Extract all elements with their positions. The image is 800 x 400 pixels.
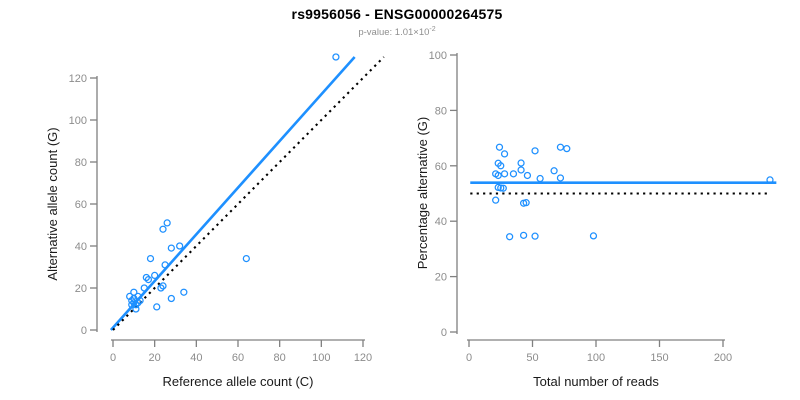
data-point <box>556 143 565 151</box>
data-point <box>130 299 138 307</box>
data-point <box>176 242 184 250</box>
data-point <box>128 301 136 309</box>
data-point <box>519 231 528 239</box>
data-point <box>126 292 134 301</box>
data-point <box>589 232 598 240</box>
data-point <box>130 294 138 303</box>
data-point <box>167 244 175 252</box>
data-point <box>523 171 532 180</box>
data-point <box>180 288 188 296</box>
x-axis-tick-label: 0 <box>110 352 116 364</box>
data-point <box>153 303 161 311</box>
data-point <box>499 184 507 192</box>
data-point <box>517 166 525 174</box>
data-point <box>497 184 505 192</box>
y-axis-tick-label: 40 <box>435 216 447 228</box>
y-axis-tick-label: 120 <box>69 73 87 85</box>
data-point <box>519 199 528 207</box>
data-point <box>136 296 144 305</box>
x-axis-tick-label: 200 <box>714 352 732 364</box>
data-point <box>132 305 140 313</box>
data-point <box>550 167 558 175</box>
y-axis-tick-label: 80 <box>75 157 87 169</box>
data-point <box>142 273 150 282</box>
data-point <box>536 174 544 183</box>
data-point <box>332 53 340 61</box>
y-axis-tick-label: 20 <box>435 272 447 284</box>
data-point <box>132 301 140 309</box>
x-axis-tick-label: 50 <box>526 352 538 364</box>
data-point <box>556 174 565 182</box>
data-point <box>509 170 518 178</box>
y-axis-tick-label: 100 <box>69 115 87 127</box>
data-point <box>159 225 167 233</box>
regression-line <box>109 56 356 331</box>
data-point <box>531 147 539 155</box>
identity-line <box>112 56 385 331</box>
data-point <box>140 284 148 292</box>
data-point <box>157 284 165 292</box>
panel-right: 0 50 100 150 200 0 20 40 60 80 100 Total number of … <box>415 50 777 389</box>
data-point <box>146 254 155 263</box>
y-axis-tick-label: 100 <box>429 50 447 62</box>
data-point <box>492 170 500 178</box>
x-axis-title: Total number of reads <box>533 374 659 389</box>
data-point <box>517 159 525 167</box>
data-point <box>163 219 171 227</box>
data-point <box>531 232 539 240</box>
x-axis-tick-label: 100 <box>312 352 330 364</box>
data-point <box>144 275 153 284</box>
data-point <box>766 176 774 184</box>
figure-subtitle: p-value: 1.01×10-2 <box>0 25 794 38</box>
data-point <box>506 233 514 241</box>
y-axis-tick-label: 60 <box>75 199 87 211</box>
data-point <box>500 150 509 158</box>
y-axis-title: Alternative allele count (G) <box>45 127 60 280</box>
x-axis-tick-label: 40 <box>190 352 202 364</box>
data-point <box>494 159 502 167</box>
x-axis-tick-label: 0 <box>466 352 472 364</box>
pvalue-exponent: -2 <box>429 25 436 33</box>
data-point <box>492 196 500 204</box>
data-point <box>151 271 159 280</box>
y-axis-title: Percentage alternative (G) <box>415 117 430 269</box>
data-point <box>159 282 167 290</box>
pvalue-text: p-value: 1.01×10 <box>358 27 430 38</box>
y-axis-tick-label: 60 <box>435 161 447 173</box>
panel-left: 0 20 40 60 80 100 120 0 20 40 60 80 100 120 Reference … <box>45 53 385 389</box>
y-axis-tick-label: 20 <box>75 283 87 295</box>
x-axis-tick-label: 120 <box>354 352 372 364</box>
y-axis-tick-label: 0 <box>81 325 87 337</box>
x-axis-tick-label: 150 <box>650 352 668 364</box>
data-point <box>500 170 509 178</box>
y-axis-tick-label: 40 <box>75 241 87 253</box>
x-axis-tick-label: 80 <box>274 352 286 364</box>
data-point <box>134 299 142 307</box>
data-point <box>563 145 571 153</box>
x-axis-tick-label: 60 <box>232 352 244 364</box>
data-point <box>495 143 504 151</box>
data-point <box>167 294 175 303</box>
y-axis-tick-label: 80 <box>435 105 447 117</box>
x-axis-tick-label: 100 <box>587 352 605 364</box>
data-point <box>242 254 250 263</box>
x-axis-title: Reference allele count (C) <box>162 374 313 389</box>
figure-title: rs9956056 - ENSG00000264575 <box>291 6 503 22</box>
data-point <box>128 296 136 305</box>
data-point <box>161 261 169 269</box>
x-axis-tick-label: 20 <box>149 352 161 364</box>
y-axis-tick-label: 0 <box>441 327 447 339</box>
